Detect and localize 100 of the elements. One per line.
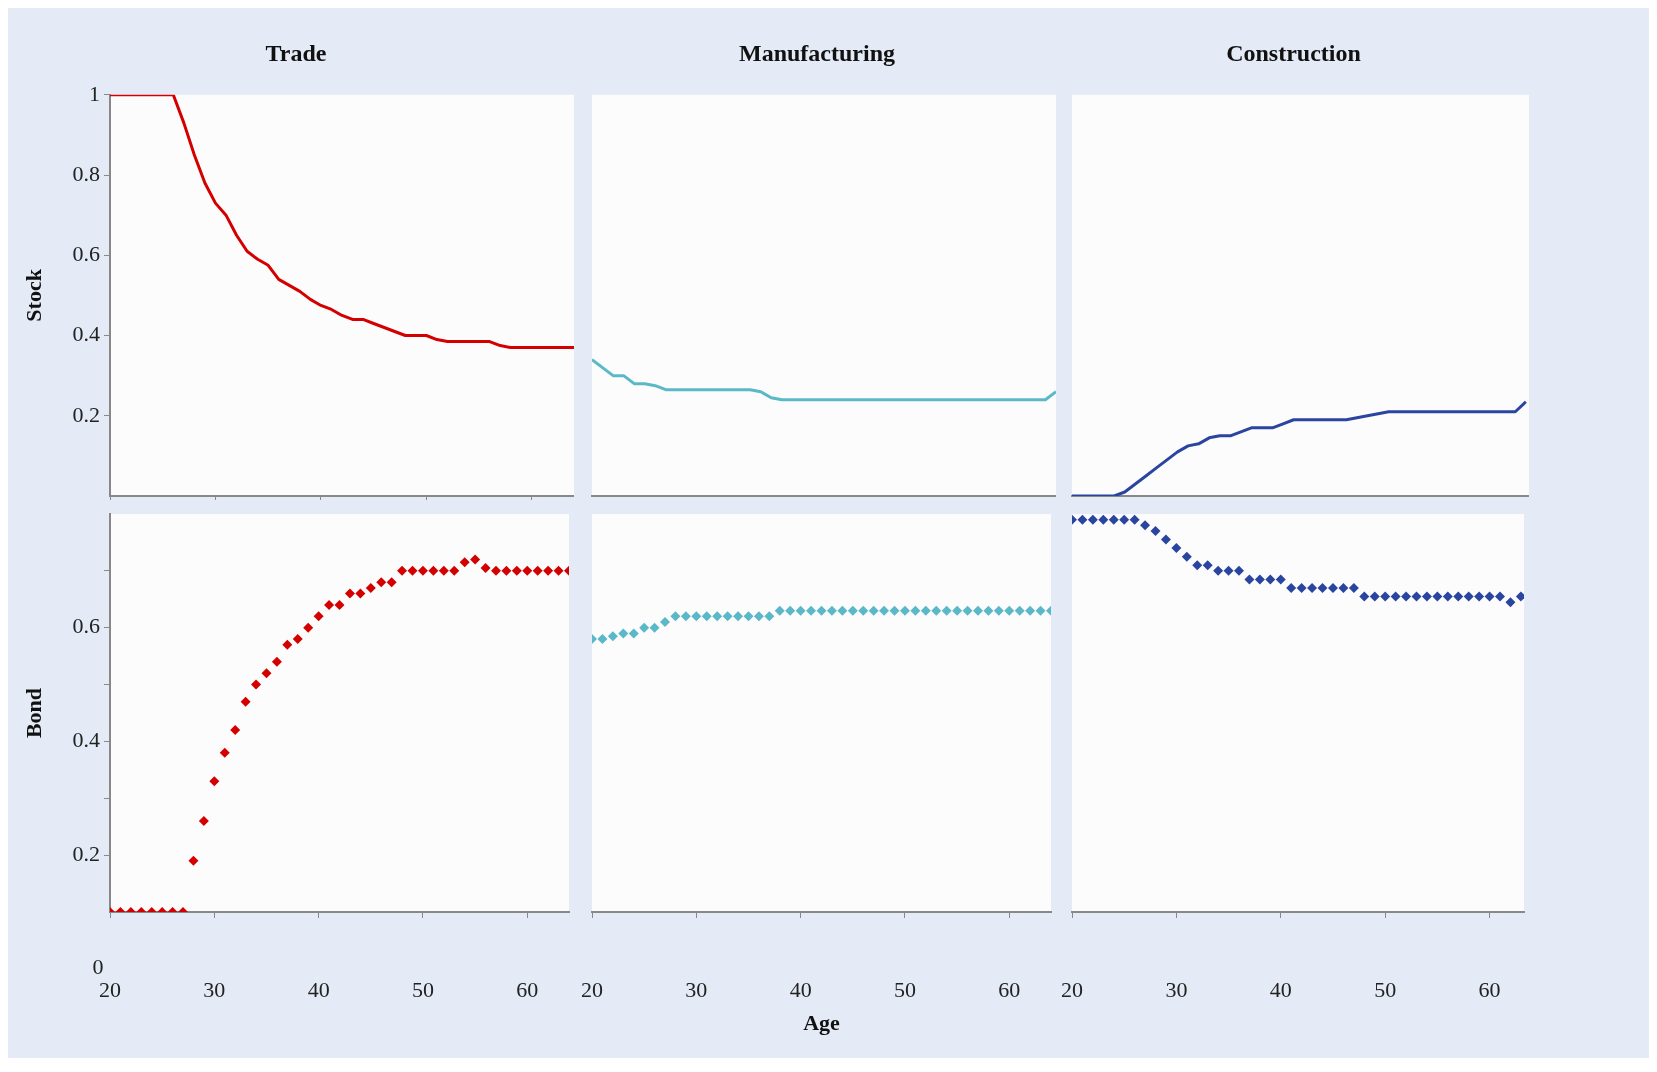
point (344, 588, 355, 599)
point (868, 605, 879, 616)
point (480, 563, 491, 574)
point (1494, 591, 1505, 602)
point (376, 577, 387, 588)
y-tick-label: 0.6 (72, 613, 100, 639)
point (407, 565, 418, 576)
x-tick-label: 60 (1478, 976, 1501, 1002)
point (1181, 551, 1192, 562)
point (1380, 591, 1391, 602)
point (795, 605, 806, 616)
point (1474, 591, 1485, 602)
point (438, 565, 449, 576)
y-axis-title: Bond (20, 687, 46, 739)
point (230, 725, 241, 736)
point (847, 605, 858, 616)
point (219, 747, 230, 758)
point (931, 605, 942, 616)
point (972, 605, 983, 616)
point (1275, 574, 1286, 585)
point (1432, 591, 1443, 602)
x-tick-label: 20 (99, 976, 121, 1002)
point (1411, 591, 1422, 602)
point (365, 582, 376, 593)
point (271, 656, 282, 667)
point (522, 565, 533, 576)
y-axis-title: Stock (20, 268, 46, 322)
point (1025, 605, 1036, 616)
point (198, 816, 209, 827)
point (889, 605, 900, 616)
point (1087, 514, 1098, 525)
point (470, 554, 481, 565)
y-tick-label: 0.6 (72, 241, 100, 267)
x-tick-label: 60 (998, 976, 1021, 1002)
point (1108, 514, 1119, 525)
point (449, 565, 460, 576)
point (1359, 591, 1370, 602)
point (1119, 514, 1130, 525)
point (910, 605, 921, 616)
point (417, 565, 428, 576)
point (837, 605, 848, 616)
point (1254, 574, 1265, 585)
point (1484, 591, 1495, 602)
point (397, 565, 408, 576)
point (501, 565, 512, 576)
chart-title: Manufacturing (739, 39, 895, 66)
point (1129, 514, 1140, 525)
chart-title: Trade (265, 39, 327, 66)
point (701, 611, 712, 622)
point (1171, 543, 1182, 554)
point (240, 696, 251, 707)
y-tick-label: 0.2 (72, 840, 100, 866)
point (1338, 582, 1349, 593)
x-tick-label: 50 (893, 976, 916, 1002)
x-tick-label: 20 (1061, 976, 1083, 1002)
point (355, 588, 366, 599)
point (753, 611, 764, 622)
point (597, 634, 608, 645)
x-tick-label: 30 (1165, 976, 1188, 1002)
point (1202, 560, 1213, 571)
point (1442, 591, 1453, 602)
point (1307, 582, 1318, 593)
point (1421, 591, 1432, 602)
point (618, 628, 629, 639)
point (303, 622, 314, 633)
point (743, 611, 754, 622)
x-tick-label: 40 (307, 976, 330, 1002)
point (649, 622, 660, 633)
point (543, 565, 554, 576)
point (1286, 582, 1297, 593)
point (1140, 520, 1151, 531)
point (553, 565, 564, 576)
x-tick-label: 50 (1374, 976, 1397, 1002)
point (764, 611, 775, 622)
point (490, 565, 501, 576)
point (1515, 591, 1524, 602)
point (1014, 605, 1025, 616)
y-tick-label: 0.4 (72, 727, 100, 753)
point (1004, 605, 1015, 616)
point (607, 631, 618, 642)
point (1035, 605, 1046, 616)
point (816, 605, 827, 616)
x-axis-title: Age (803, 1010, 841, 1036)
point (1317, 582, 1328, 593)
x-tick-label: 50 (411, 976, 434, 1002)
point (428, 565, 439, 576)
point (1348, 582, 1359, 593)
point (459, 557, 470, 568)
y-tick-label: 0.8 (72, 160, 100, 186)
point (386, 577, 397, 588)
point (1192, 560, 1203, 571)
point (1160, 534, 1171, 545)
x-tick-label: 30 (685, 976, 708, 1002)
x-tick-label: 30 (203, 976, 226, 1002)
point (983, 605, 994, 616)
point (282, 639, 293, 650)
point (324, 599, 335, 610)
point (334, 599, 345, 610)
point (639, 622, 650, 633)
point (188, 855, 199, 866)
